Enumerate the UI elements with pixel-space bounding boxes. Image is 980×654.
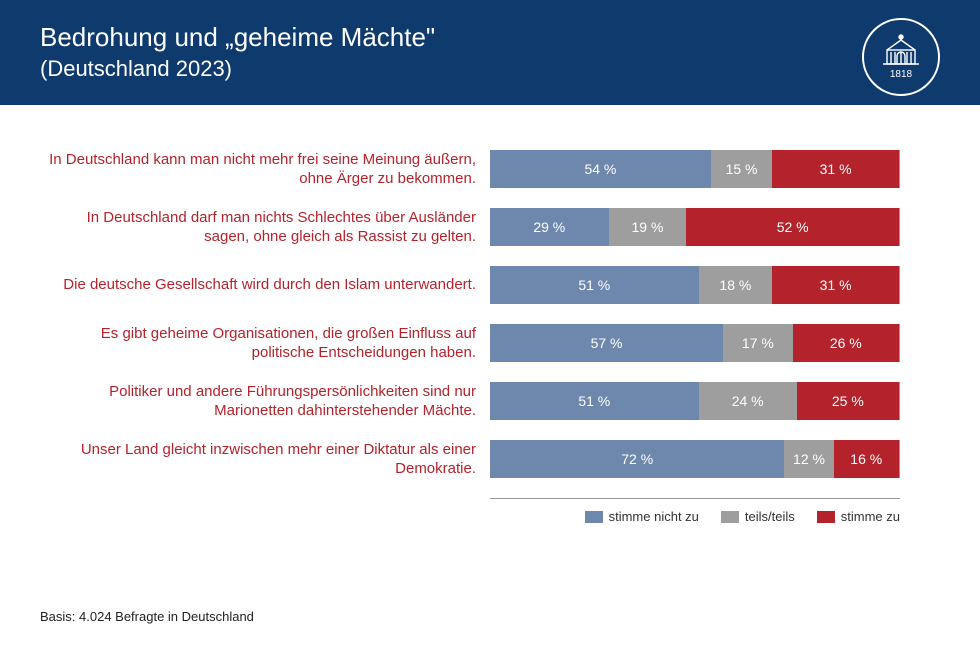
legend-label: teils/teils	[745, 509, 795, 524]
building-icon	[877, 34, 925, 68]
legend-label: stimme zu	[841, 509, 900, 524]
page-title: Bedrohung und „geheime Mächte"	[40, 22, 435, 53]
legend-item: stimme nicht zu	[585, 509, 699, 524]
row-label: Die deutsche Gesellschaft wird durch den…	[40, 275, 490, 295]
bar-track: 51 %24 %25 %	[490, 382, 900, 420]
bar-segment-agree: 31 %	[772, 266, 899, 304]
legend-swatch	[585, 511, 603, 523]
row-label: In Deutschland darf man nichts Schlechte…	[40, 208, 490, 247]
bar-segment-agree: 25 %	[797, 382, 899, 420]
bar-segment-disagree: 51 %	[490, 382, 699, 420]
bar-segment-disagree: 57 %	[490, 324, 723, 362]
chart-row: In Deutschland darf man nichts Schlechte…	[40, 198, 940, 256]
bar-segment-agree: 31 %	[772, 150, 899, 188]
legend-item: teils/teils	[721, 509, 795, 524]
bar-segment-partly: 15 %	[711, 150, 772, 188]
chart-footnote: Basis: 4.024 Befragte in Deutschland	[40, 609, 254, 624]
bar-segment-disagree: 29 %	[490, 208, 609, 246]
bar-segment-partly: 24 %	[699, 382, 797, 420]
bar-track: 57 %17 %26 %	[490, 324, 900, 362]
bar-segment-agree: 16 %	[834, 440, 899, 478]
page-subtitle: (Deutschland 2023)	[40, 55, 435, 84]
bar-segment-agree: 52 %	[686, 208, 899, 246]
legend-item: stimme zu	[817, 509, 900, 524]
chart-legend: stimme nicht zu teils/teils stimme zu	[490, 498, 900, 524]
legend-swatch	[721, 511, 739, 523]
bar-segment-partly: 17 %	[723, 324, 793, 362]
bar-segment-partly: 19 %	[609, 208, 687, 246]
row-label: In Deutschland kann man nicht mehr frei …	[40, 150, 490, 189]
bar-segment-partly: 12 %	[784, 440, 833, 478]
header-bar: Bedrohung und „geheime Mächte" (Deutschl…	[0, 0, 980, 105]
row-label: Es gibt geheime Organisationen, die groß…	[40, 324, 490, 363]
legend-label: stimme nicht zu	[609, 509, 699, 524]
chart-row: Politiker und andere Führungspersönlichk…	[40, 372, 940, 430]
bar-track: 54 %15 %31 %	[490, 150, 900, 188]
chart-row: Die deutsche Gesellschaft wird durch den…	[40, 256, 940, 314]
bar-track: 51 %18 %31 %	[490, 266, 900, 304]
bar-segment-disagree: 72 %	[490, 440, 784, 478]
bar-track: 29 %19 %52 %	[490, 208, 900, 246]
row-label: Unser Land gleicht inzwischen mehr einer…	[40, 440, 490, 479]
chart-row: In Deutschland kann man nicht mehr frei …	[40, 140, 940, 198]
bar-segment-disagree: 51 %	[490, 266, 699, 304]
row-label: Politiker und andere Führungspersönlichk…	[40, 382, 490, 421]
bar-segment-agree: 26 %	[793, 324, 899, 362]
header-text: Bedrohung und „geheime Mächte" (Deutschl…	[40, 22, 435, 84]
bar-segment-disagree: 54 %	[490, 150, 711, 188]
legend-swatch	[817, 511, 835, 523]
bar-track: 72 %12 %16 %	[490, 440, 900, 478]
bar-segment-partly: 18 %	[699, 266, 773, 304]
survey-chart: In Deutschland kann man nicht mehr frei …	[0, 140, 980, 488]
chart-row: Es gibt geheime Organisationen, die groß…	[40, 314, 940, 372]
institution-logo: 1818	[862, 18, 940, 96]
chart-row: Unser Land gleicht inzwischen mehr einer…	[40, 430, 940, 488]
logo-year: 1818	[890, 69, 912, 80]
